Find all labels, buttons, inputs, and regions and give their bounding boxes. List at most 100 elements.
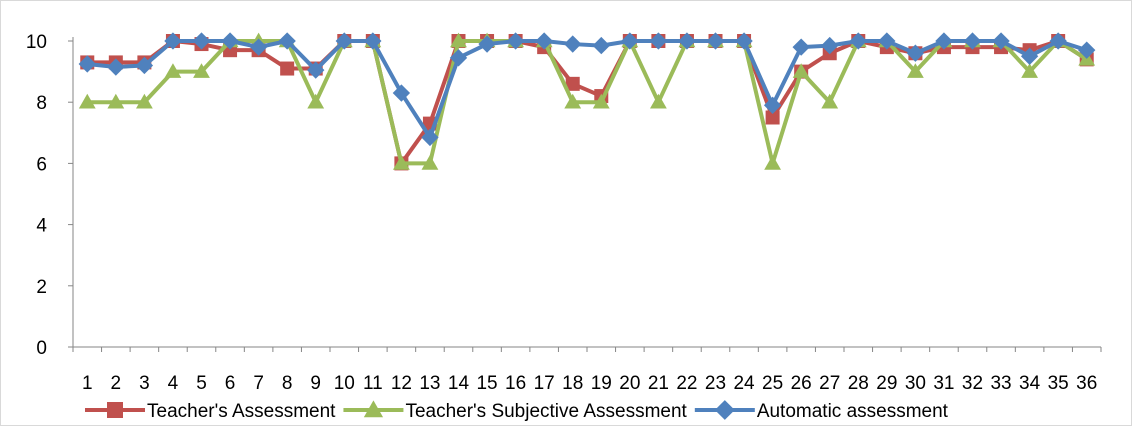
x-tick-label: 21 — [648, 373, 669, 394]
x-tick-label: 1 — [82, 373, 93, 394]
data-point — [280, 61, 295, 76]
data-point — [649, 93, 667, 109]
x-tick-label: 16 — [505, 373, 526, 394]
data-point — [735, 32, 753, 50]
y-tick-labels: 0 2 4 6 8 10 — [26, 32, 73, 359]
series-3 — [78, 32, 1096, 147]
x-tick-label: 30 — [905, 373, 926, 394]
data-point — [364, 32, 382, 50]
data-point — [449, 49, 468, 67]
data-point — [450, 32, 467, 48]
y-tick-label: 2 — [36, 277, 47, 298]
legend-item-3: Automatic assessment — [694, 400, 949, 422]
data-point — [564, 35, 582, 53]
data-point — [792, 38, 810, 56]
data-point — [565, 76, 580, 91]
legend-item-1: Teacher's Assessment — [85, 401, 336, 422]
data-point — [649, 32, 668, 50]
data-point — [421, 155, 439, 170]
data-point — [164, 32, 182, 50]
data-point — [135, 56, 154, 75]
x-tick-label: 17 — [534, 373, 555, 394]
x-tick-label: 11 — [363, 373, 383, 394]
data-point — [821, 36, 839, 55]
x-tick-label: 12 — [391, 373, 412, 394]
data-point — [506, 32, 525, 50]
data-point — [135, 93, 153, 109]
data-point — [992, 32, 1010, 50]
data-point — [335, 32, 353, 50]
data-point — [935, 32, 953, 50]
data-point — [193, 63, 210, 78]
y-tick-label: 4 — [36, 216, 47, 237]
data-point — [764, 155, 782, 170]
data-point — [535, 32, 553, 50]
x-tick-label: 34 — [1019, 373, 1041, 394]
legend: Teacher's Assessment Teacher's Subjective… — [85, 400, 949, 422]
legend-label: Teacher's Subjective Assessment — [405, 401, 687, 422]
data-point — [107, 58, 125, 76]
x-tick-label: 3 — [139, 373, 150, 394]
data-point — [1020, 47, 1039, 65]
data-point — [78, 55, 96, 73]
x-tick-label: 18 — [562, 373, 583, 394]
x-tick-label: 6 — [225, 373, 236, 394]
x-tick-label: 22 — [676, 373, 697, 394]
x-tick-label: 19 — [591, 373, 612, 394]
x-tick-label: 36 — [1076, 373, 1097, 394]
x-tick-label: 9 — [310, 373, 321, 394]
x-tick-label: 32 — [962, 373, 983, 394]
x-tick-labels: 1 2 3 4 5 6 7 8 9 10 11 12 13 14 15 16 17 18 19 20 21 22 23 24 2… — [72, 347, 1102, 394]
x-tick-label: 5 — [196, 373, 207, 394]
legend-label: Automatic assessment — [757, 401, 949, 422]
x-tick-label: 4 — [168, 373, 179, 394]
legend-swatch-marker — [107, 402, 123, 418]
data-point — [906, 44, 925, 62]
data-point — [307, 93, 325, 109]
legend-swatch-marker — [363, 400, 384, 418]
data-point — [78, 93, 96, 109]
x-tick-label: 31 — [933, 373, 954, 394]
data-point — [1021, 63, 1039, 78]
data-point — [906, 63, 924, 78]
x-tick-label: 14 — [448, 373, 470, 394]
x-tick-label: 27 — [819, 373, 840, 394]
x-tick-label: 10 — [334, 373, 355, 394]
data-point — [249, 38, 268, 56]
y-tick-label: 6 — [36, 154, 47, 175]
y-tick-label: 0 — [36, 338, 47, 359]
data-point — [164, 63, 182, 78]
data-point — [621, 32, 639, 50]
x-tick-label: 8 — [282, 373, 293, 394]
x-tick-label: 20 — [619, 373, 640, 394]
legend-label: Teacher's Assessment — [147, 401, 336, 422]
x-tick-label: 15 — [476, 373, 497, 394]
data-point — [192, 32, 211, 50]
data-point — [821, 93, 839, 109]
data-point — [392, 155, 410, 170]
x-tick-label: 29 — [876, 373, 897, 394]
x-tick-label: 13 — [419, 373, 440, 394]
x-tick-label: 35 — [1048, 373, 1069, 394]
legend-item-2: Teacher's Subjective Assessment — [343, 400, 688, 422]
x-tick-label: 23 — [705, 373, 726, 394]
data-point — [765, 110, 780, 125]
data-point — [307, 61, 325, 79]
x-tick-label: 25 — [762, 373, 783, 394]
data-point — [1049, 32, 1067, 50]
data-point — [878, 32, 896, 50]
axes — [72, 37, 1101, 348]
y-tick-label: 10 — [26, 32, 47, 53]
x-tick-label: 2 — [111, 373, 122, 394]
data-point — [278, 32, 296, 50]
data-point — [592, 36, 610, 55]
data-point — [478, 35, 496, 53]
data-point — [421, 128, 439, 147]
data-point — [963, 32, 982, 50]
data-point — [564, 93, 582, 109]
data-point — [706, 32, 725, 50]
data-point — [678, 32, 696, 50]
data-point — [792, 63, 810, 78]
data-point — [592, 93, 610, 109]
